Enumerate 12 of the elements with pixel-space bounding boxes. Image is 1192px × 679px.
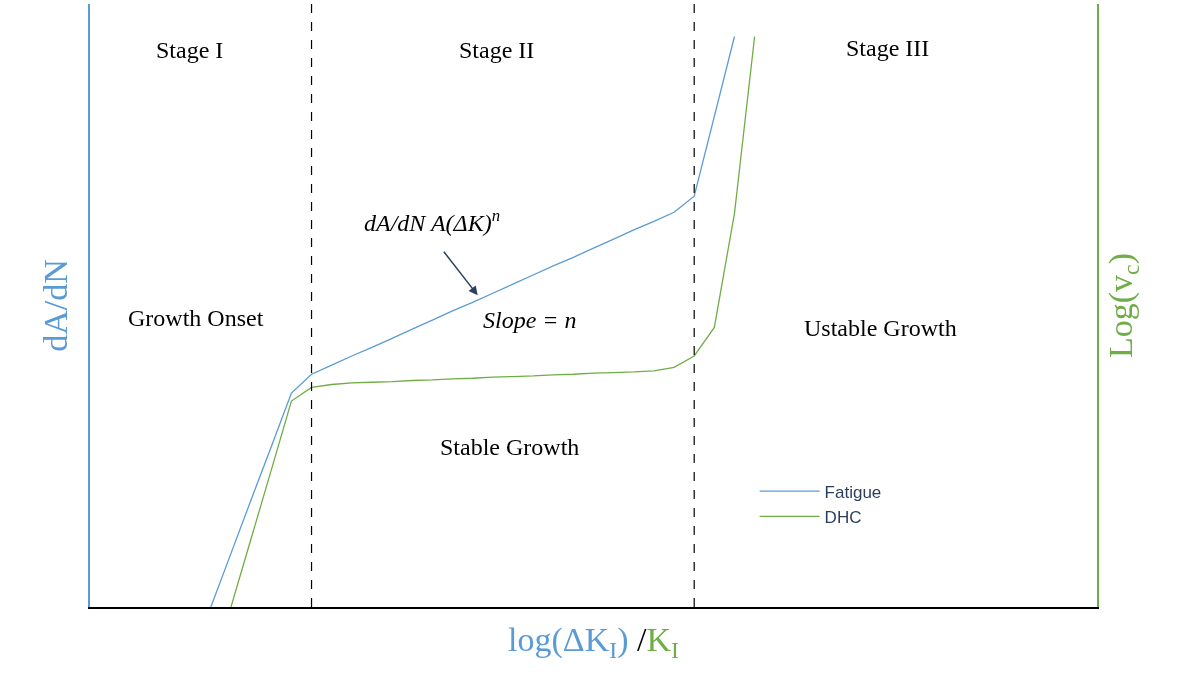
- annotation: dA/dN A(ΔK)$^{n}$: [364, 206, 501, 237]
- annotation: Stage III: [846, 35, 930, 61]
- annotation: Slope = n: [483, 307, 577, 333]
- y-axis-title: dA/dN: [37, 259, 75, 352]
- annotation: Growth Onset: [128, 305, 264, 331]
- legend-label: Fatigue: [824, 482, 882, 502]
- annotation: Stable Growth: [440, 434, 580, 460]
- legend-label: DHC: [824, 507, 862, 527]
- annotation: Ustable Growth: [804, 315, 957, 341]
- x-axis-title: log(ΔK$_{I}$) /K$_{I}$: [508, 621, 679, 664]
- annotation: Stage I: [156, 37, 224, 63]
- annotation: Stage II: [459, 37, 535, 63]
